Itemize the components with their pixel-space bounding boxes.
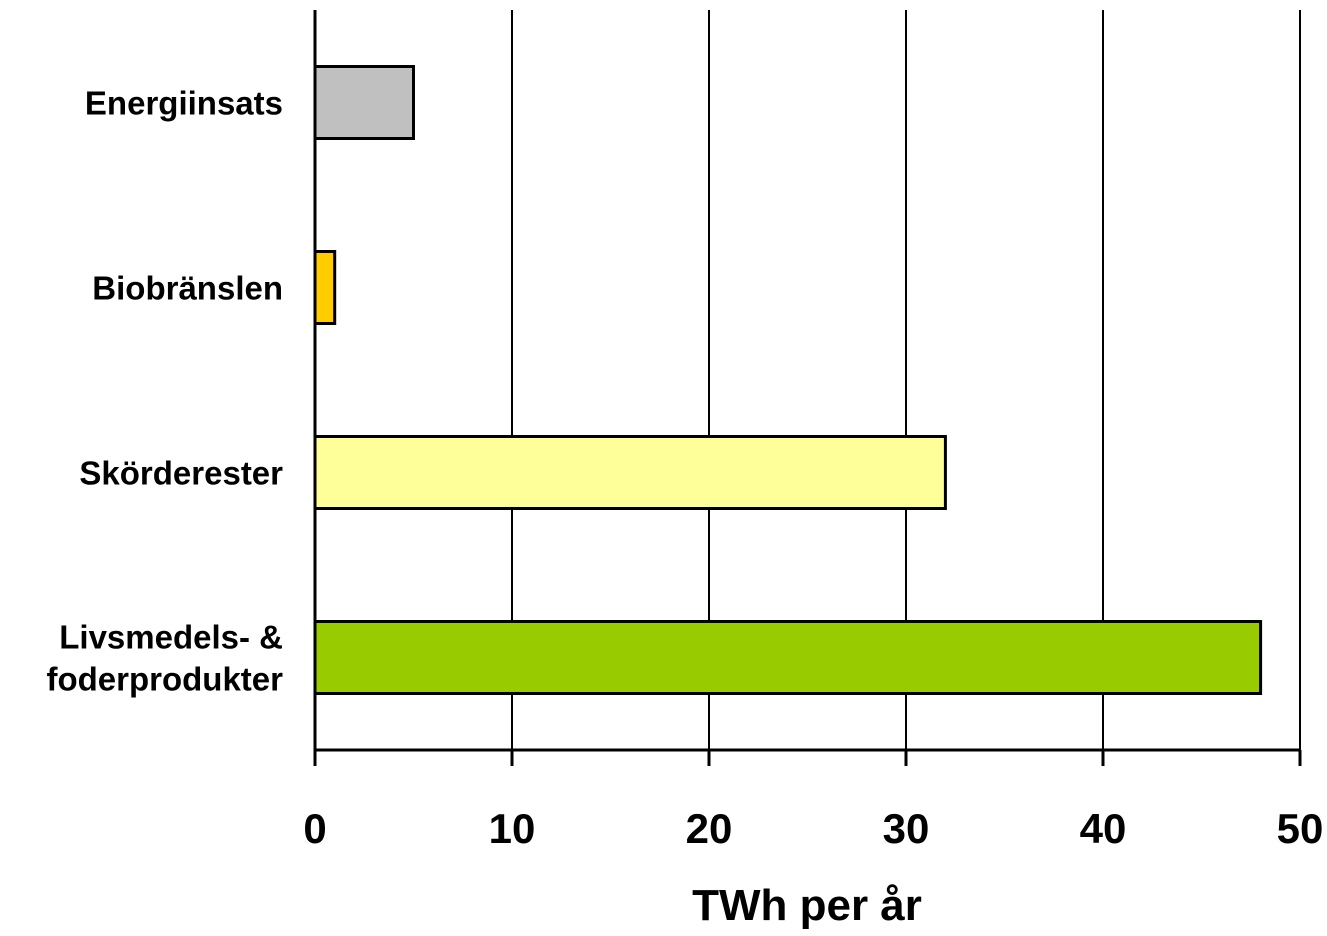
x-tick-label: 50: [1277, 805, 1324, 852]
bar: [313, 435, 947, 510]
category-label: Biobränslen: [92, 270, 283, 307]
category-label: Energiinsats: [85, 85, 283, 122]
x-tick-label: 10: [489, 805, 536, 852]
category-label: Skörderester: [79, 455, 283, 492]
bar: [313, 65, 415, 140]
x-tick-label: 30: [883, 805, 930, 852]
x-tick-label: 40: [1080, 805, 1127, 852]
x-tick-label: 0: [303, 805, 326, 852]
bars: [313, 65, 1263, 695]
category-label: Livsmedels- & foderprodukter: [46, 619, 283, 698]
x-tick-labels: 0 10 20 30 40 50: [303, 805, 1323, 852]
axes: [313, 10, 1302, 766]
x-tick-label: 20: [686, 805, 733, 852]
category-labels: Energiinsats Biobränslen Skörderester Livsm…: [46, 85, 283, 698]
x-axis-title: TWh per år: [692, 881, 922, 930]
bar: [313, 250, 337, 325]
bar: [313, 620, 1263, 695]
